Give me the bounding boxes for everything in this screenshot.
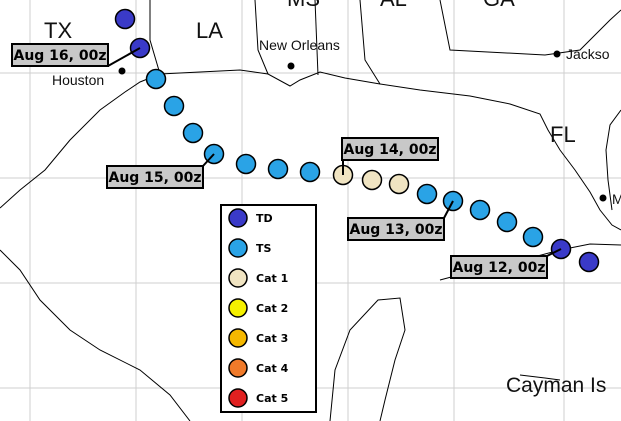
legend-label: Cat 4 (256, 362, 289, 375)
track-point (235, 153, 257, 175)
state-label: FL (550, 122, 576, 147)
track-point (182, 122, 204, 144)
track-point (361, 169, 383, 191)
legend-label: Cat 2 (256, 302, 288, 315)
state-label: LA (196, 18, 223, 43)
legend-swatch (228, 268, 248, 288)
legend-label: TD (256, 212, 273, 225)
city-dots (118, 50, 607, 202)
city-label: Houston (52, 72, 104, 88)
leader-line (107, 47, 141, 67)
city-label: New Orleans (259, 37, 340, 53)
legend-swatch (228, 388, 248, 408)
track-point (388, 173, 410, 195)
date-box (11, 43, 109, 67)
date-box (450, 255, 548, 279)
legend-label: Cat 5 (256, 392, 288, 405)
date-box (341, 137, 439, 161)
legend-swatch (228, 358, 248, 378)
leader-line (443, 200, 454, 219)
city-label: Jackso (566, 46, 610, 62)
track-point (163, 95, 185, 117)
legend-swatch (228, 208, 248, 228)
date-label: Aug 14, 00z (343, 142, 436, 158)
legend-label: Cat 1 (256, 272, 288, 285)
date-label: Aug 15, 00z (108, 170, 201, 186)
track-point (522, 226, 544, 248)
track-point (496, 211, 518, 233)
legend-label: Cat 3 (256, 332, 288, 345)
legend-swatch (228, 298, 248, 318)
track-point (114, 8, 136, 30)
leader-line (202, 153, 215, 167)
date-labels: Aug 16, 00z Aug 15, 00z Aug 14, 00z Aug 13,… (11, 43, 562, 279)
track-point (267, 158, 289, 180)
state-borders (149, 0, 621, 85)
date-label: Aug 12, 00z (452, 260, 545, 276)
legend-label: TS (256, 242, 272, 255)
legend: TD TS Cat 1 Cat 2 Cat 3 Cat 4 Cat 5 (220, 204, 317, 413)
leader-line (546, 248, 562, 257)
track-point (578, 251, 600, 273)
island-label: Cayman Is (506, 374, 606, 397)
track-point (416, 183, 438, 205)
date-label: Aug 16, 00z (13, 48, 106, 64)
legend-swatch (228, 238, 248, 258)
city-label: M (612, 191, 621, 207)
state-label: TX (44, 18, 72, 43)
date-box (347, 217, 445, 241)
state-label: MS (287, 0, 320, 11)
track-point (299, 161, 321, 183)
track-point (145, 68, 167, 90)
track-point (469, 199, 491, 221)
legend-swatch (228, 328, 248, 348)
date-label: Aug 13, 00z (349, 222, 442, 238)
state-label: GA (483, 0, 515, 11)
state-label: AL (380, 0, 407, 11)
date-box (106, 165, 204, 189)
